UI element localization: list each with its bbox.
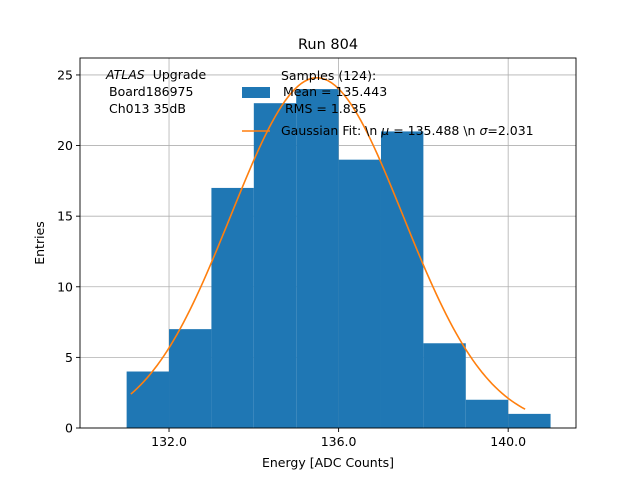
- y-tick-label: 15: [57, 209, 73, 224]
- plot-frame: [79, 57, 577, 429]
- svg-text:ATLAS Upgrade: ATLAS Upgrade: [105, 67, 206, 82]
- histogram-bar: [423, 343, 466, 428]
- legend-hist-swatch: [242, 87, 270, 98]
- histogram-bar: [253, 103, 297, 428]
- y-axis-label: Entries: [32, 221, 47, 265]
- x-tick-label: 132.0: [151, 434, 187, 449]
- chart-title: Run 804: [298, 37, 358, 53]
- legend-hist-rms: RMS = 1.835: [285, 101, 367, 116]
- y-tick-label: 20: [57, 138, 73, 153]
- legend-fit-label: Gaussian Fit: \n μ = 135.488 \n σ=2.031: [281, 123, 534, 138]
- histogram-bar: [508, 413, 551, 428]
- atlas-annotation: ATLAS Upgrade Board186975 Ch013 35dB: [105, 67, 206, 116]
- histogram-bar: [169, 329, 212, 428]
- histogram-bar: [211, 187, 254, 428]
- histogram-bar: [126, 371, 170, 428]
- y-axis-ticks: 0 5 10 15 20 25: [57, 67, 80, 436]
- histogram-bar: [465, 399, 509, 428]
- x-tick-label: 140.0: [490, 434, 526, 449]
- x-tick-label: 136.0: [321, 434, 357, 449]
- y-tick-label: 5: [65, 350, 73, 365]
- x-axis-ticks: 132.0 136.0 140.0: [151, 428, 526, 449]
- channel-label: Ch013 35dB: [109, 101, 186, 116]
- gaussian-fit-curve: [130, 77, 526, 410]
- fit-curve-group: [130, 77, 526, 410]
- legend: Samples (124): Mean = 135.443 RMS = 1.83…: [242, 68, 534, 138]
- legend-hist-mean: Mean = 135.443: [283, 84, 387, 99]
- x-axis-label: Energy [ADC Counts]: [262, 455, 394, 470]
- y-tick-label: 0: [65, 421, 73, 436]
- legend-hist-title: Samples (124):: [281, 68, 376, 83]
- board-label: Board186975: [109, 84, 193, 99]
- atlas-label: ATLAS: [105, 67, 145, 82]
- upgrade-label: Upgrade: [153, 67, 207, 82]
- histogram-bar: [296, 89, 339, 429]
- histogram-bar: [338, 159, 381, 428]
- y-tick-label: 10: [57, 279, 73, 294]
- y-tick-label: 25: [57, 67, 73, 82]
- histogram-bars: [126, 89, 551, 429]
